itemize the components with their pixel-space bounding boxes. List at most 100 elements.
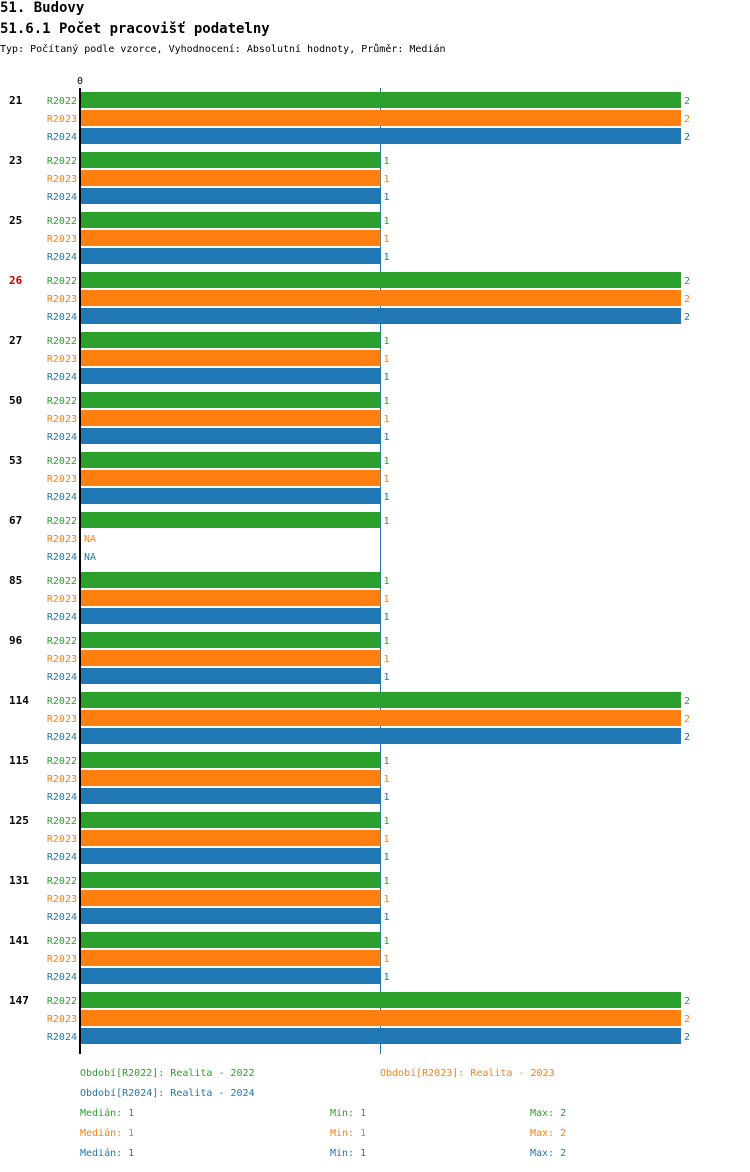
bar — [80, 92, 681, 108]
category-label: 125 — [9, 814, 29, 827]
data-label: 2 — [684, 132, 690, 143]
data-label: 1 — [384, 936, 390, 947]
stat-max-r2023: Max: 2 — [530, 1128, 567, 1139]
bar — [80, 692, 681, 708]
series-label: R2022 — [47, 996, 77, 1007]
stat-min-r2024: Min: 1 — [330, 1148, 367, 1159]
category-label: 96 — [9, 634, 23, 647]
data-label: 1 — [384, 492, 390, 503]
data-label: 1 — [384, 252, 390, 263]
bar — [80, 752, 381, 768]
series-label: R2024 — [47, 312, 77, 323]
bar — [80, 110, 681, 126]
series-label: R2023 — [47, 894, 77, 905]
bar — [80, 188, 381, 204]
bar — [80, 332, 381, 348]
bar — [80, 830, 381, 846]
series-label: R2024 — [47, 612, 77, 623]
series-label: R2023 — [47, 834, 77, 845]
bar — [80, 710, 681, 726]
category-label: 23 — [9, 154, 22, 167]
bar — [80, 992, 681, 1008]
series-label: R2023 — [47, 114, 77, 125]
data-label: 1 — [384, 216, 390, 227]
series-label: R2024 — [47, 792, 77, 803]
data-label: 1 — [384, 834, 390, 845]
bar — [80, 512, 381, 528]
series-label: R2024 — [47, 912, 77, 923]
data-label: 1 — [384, 792, 390, 803]
series-label: R2023 — [47, 354, 77, 365]
category-label: 50 — [9, 394, 22, 407]
data-label: 1 — [384, 612, 390, 623]
category-label: 114 — [9, 694, 29, 707]
data-label: 2 — [684, 1014, 690, 1025]
data-label: 1 — [384, 756, 390, 767]
data-label: 2 — [684, 96, 690, 107]
data-label: 1 — [384, 414, 390, 425]
series-label: R2024 — [47, 132, 77, 143]
series-label: R2023 — [47, 294, 77, 305]
category-label: 115 — [9, 754, 29, 767]
na-label: NA — [84, 552, 96, 563]
category-label: 53 — [9, 454, 22, 467]
data-label: 1 — [384, 894, 390, 905]
category-label: 26 — [9, 274, 23, 287]
data-label: 1 — [384, 594, 390, 605]
data-label: 2 — [684, 1032, 690, 1043]
category-label: 27 — [9, 334, 22, 347]
series-label: R2022 — [47, 816, 77, 827]
series-label: R2024 — [47, 192, 77, 203]
bar — [80, 488, 381, 504]
bar — [80, 392, 381, 408]
category-label: 147 — [9, 994, 29, 1007]
bar — [80, 890, 381, 906]
series-label: R2022 — [47, 216, 77, 227]
data-label: 1 — [384, 876, 390, 887]
series-label: R2024 — [47, 972, 77, 983]
chart-title: 51.6.1 Počet pracovišť podatelny — [0, 21, 270, 37]
series-label: R2024 — [47, 492, 77, 503]
data-label: 2 — [684, 312, 690, 323]
bar — [80, 308, 681, 324]
legend-r2022: Období[R2022]: Realita - 2022 — [80, 1068, 255, 1079]
series-label: R2023 — [47, 774, 77, 785]
category-label: 141 — [9, 934, 29, 947]
data-label: 2 — [684, 294, 690, 305]
data-label: 2 — [684, 114, 690, 125]
data-label: 2 — [684, 996, 690, 1007]
bar — [80, 950, 381, 966]
bar — [80, 248, 381, 264]
bar — [80, 590, 381, 606]
bar — [80, 1010, 681, 1026]
data-label: 2 — [684, 276, 690, 287]
data-label: 1 — [384, 954, 390, 965]
bar — [80, 932, 381, 948]
data-label: 1 — [384, 972, 390, 983]
series-label: R2023 — [47, 714, 77, 725]
bar — [80, 1028, 681, 1044]
series-label: R2022 — [47, 756, 77, 767]
bar — [80, 428, 381, 444]
data-label: 1 — [384, 816, 390, 827]
bar — [80, 968, 381, 984]
data-label: 1 — [384, 852, 390, 863]
legend-r2024: Období[R2024]: Realita - 2024 — [80, 1088, 255, 1099]
data-label: 1 — [384, 576, 390, 587]
bar — [80, 410, 381, 426]
category-label: 85 — [9, 574, 22, 587]
bar — [80, 170, 381, 186]
series-label: R2022 — [47, 96, 77, 107]
bar — [80, 452, 381, 468]
bar — [80, 608, 381, 624]
x-tick-label: 0 — [77, 76, 83, 87]
stat-max-r2024: Max: 2 — [530, 1148, 567, 1159]
category-label: 131 — [9, 874, 29, 887]
bar — [80, 290, 681, 306]
series-label: R2023 — [47, 1014, 77, 1025]
series-label: R2022 — [47, 576, 77, 587]
bar — [80, 668, 381, 684]
bar — [80, 872, 381, 888]
bar — [80, 350, 381, 366]
